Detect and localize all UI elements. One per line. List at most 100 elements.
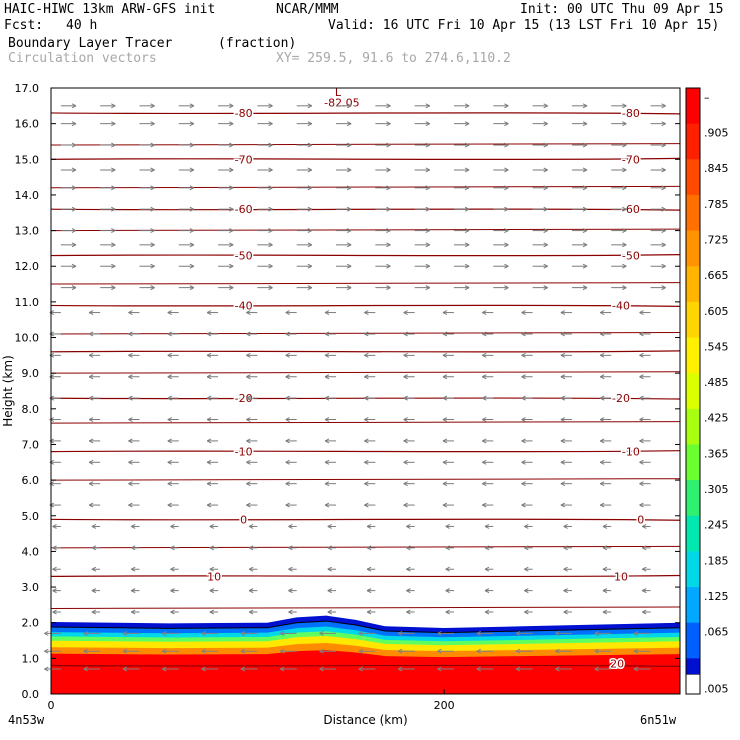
vector-arrowhead: [442, 352, 448, 358]
vector-arrowhead: [639, 310, 644, 316]
vector-arrowhead: [661, 185, 666, 191]
temperature-contour-line: [50, 421, 681, 424]
vector-arrowhead: [563, 545, 568, 551]
vector-arrowhead: [560, 481, 566, 487]
vector-arrowhead: [324, 331, 330, 337]
vector-arrowhead: [189, 185, 195, 191]
vector-arrowhead: [403, 459, 408, 465]
vector-arrowhead: [346, 103, 352, 109]
vector-arrowhead: [285, 310, 290, 316]
vector-arrowhead: [111, 121, 116, 127]
vector-arrowhead: [206, 352, 212, 358]
vector-arrowhead: [639, 331, 644, 337]
vector-arrowhead: [397, 630, 403, 636]
y-axis-label: Height (km): [1, 355, 15, 426]
init-time: Init: 00 UTC Thu 09 Apr 15: [520, 2, 724, 17]
vector-arrowhead: [346, 167, 352, 173]
vector-arrowhead: [622, 263, 627, 269]
vector-arrowhead: [91, 524, 97, 529]
vector-arrowhead: [639, 438, 644, 444]
vector-arrowhead: [83, 666, 88, 672]
vector-arrowhead: [484, 545, 490, 551]
forecast-label: Fcst:: [4, 18, 44, 33]
vector-arrowhead: [403, 481, 408, 487]
vector-arrowhead: [206, 459, 212, 465]
vector-arrowhead: [403, 502, 408, 508]
vector-arrowhead: [445, 588, 450, 594]
vector-arrowhead: [49, 502, 55, 508]
vector-arrowhead: [560, 374, 566, 380]
vector-arrowhead: [288, 566, 293, 572]
vector-arrowhead: [130, 566, 136, 572]
vector-arrowhead: [476, 648, 481, 654]
vector-arrowhead: [206, 374, 212, 380]
vector-arrowhead: [358, 666, 364, 672]
vector-arrowhead: [189, 142, 195, 148]
vector-arrowhead: [560, 310, 566, 316]
temperature-contour-line: [50, 664, 681, 667]
contour-label: 10: [207, 570, 221, 583]
vector-arrowhead: [88, 395, 94, 401]
vector-arrowhead: [88, 481, 94, 487]
contour-label: -50: [622, 250, 640, 263]
vector-arrowhead: [307, 103, 313, 109]
vector-arrowhead: [228, 185, 234, 191]
field-name: Boundary Layer Tracer: [8, 36, 173, 51]
temperature-contour-line: [50, 282, 681, 285]
vector-arrowhead: [150, 285, 155, 291]
colorbar-label: .005: [704, 683, 729, 696]
vector-arrowhead: [642, 566, 647, 572]
vector-arrowhead: [484, 524, 490, 529]
contour-label: -50: [235, 250, 253, 263]
vector-arrowhead: [111, 167, 116, 173]
vector-arrowhead: [189, 285, 195, 291]
vector-arrowhead: [91, 588, 97, 594]
vector-arrowhead: [639, 374, 644, 380]
colorbar-frame: [685, 87, 701, 695]
vector-arrowhead: [268, 142, 273, 148]
vector-arrowhead: [504, 142, 509, 148]
vector-arrowhead: [543, 103, 548, 109]
vector-arrowhead: [521, 502, 526, 508]
vector-arrowhead: [364, 352, 369, 358]
vector-arrowhead: [661, 285, 666, 291]
vector-arrowhead: [52, 545, 57, 551]
vector-arrowhead: [319, 648, 324, 654]
vector-arrowhead: [268, 185, 273, 191]
vector-arrowhead: [279, 666, 285, 672]
vector-arrowhead: [639, 459, 644, 465]
vector-arrowhead: [91, 609, 97, 615]
vector-arrowhead: [622, 103, 627, 109]
tracer-band-6: [51, 650, 680, 694]
vector-arrowhead: [201, 648, 206, 654]
vector-arrowhead: [406, 588, 411, 594]
vector-arrowhead: [240, 630, 246, 636]
vector-arrowhead: [240, 648, 246, 654]
vector-arrowhead: [442, 310, 448, 316]
vector-arrowhead: [111, 242, 116, 248]
vector-arrowhead: [246, 374, 251, 380]
vector-arrowhead: [464, 206, 470, 212]
vector-arrowhead: [386, 121, 391, 127]
vector-arrowhead: [111, 206, 116, 212]
vector-arrowhead: [150, 142, 155, 148]
y-tick-label: 7.0: [22, 438, 40, 451]
vector-arrowhead: [406, 609, 411, 615]
colorbar-label: .245: [704, 519, 729, 532]
vector-arrowhead: [504, 103, 509, 109]
vector-arrowhead: [661, 242, 666, 248]
vector-arrowhead: [206, 395, 212, 401]
vector-arrowhead: [364, 502, 369, 508]
vector-arrowhead: [91, 545, 97, 551]
vector-arrowhead: [364, 374, 369, 380]
vector-arrowhead: [504, 285, 509, 291]
vector-arrowhead: [228, 206, 234, 212]
vector-arrowhead: [521, 395, 526, 401]
vector-arrowhead: [599, 331, 605, 337]
vector-arrowhead: [319, 630, 324, 636]
vector-arrowhead: [71, 228, 77, 234]
vector-arrowhead: [661, 228, 666, 234]
vector-arrowhead: [364, 417, 369, 422]
vector-arrowhead: [228, 242, 234, 248]
